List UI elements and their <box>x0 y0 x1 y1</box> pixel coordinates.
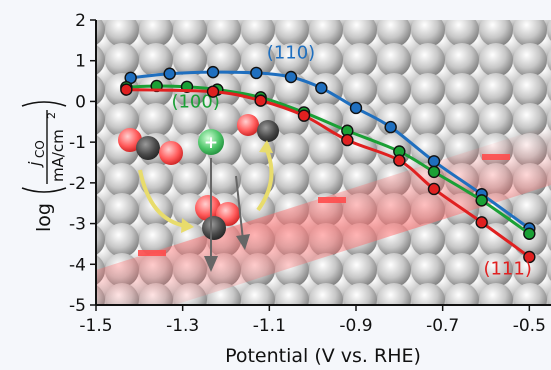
data-point-100 <box>427 165 441 179</box>
data-point-100 <box>475 194 488 207</box>
y-axis-title: log j CO mA/cm 2 <box>21 101 67 232</box>
x-tick-label: -0.5 <box>513 316 546 336</box>
y-axis-title-right-paren <box>21 101 67 107</box>
x-tick-label: -0.9 <box>339 316 372 336</box>
data-point-111 <box>297 109 311 122</box>
y-tick-label: 2 <box>75 11 86 31</box>
data-point-111 <box>523 250 536 264</box>
data-point-111 <box>206 85 220 98</box>
data-point-111 <box>254 94 267 107</box>
data-point-111 <box>393 154 406 167</box>
svg-text:+: + <box>204 133 218 153</box>
y-tick-label: -1 <box>69 133 86 153</box>
y-axis-title-left-paren <box>21 187 67 193</box>
y-tick-label: -3 <box>69 215 86 235</box>
y-tick-label: 0 <box>75 92 86 112</box>
y-tick-label: -4 <box>69 255 86 275</box>
y-tick-label: 1 <box>75 52 86 72</box>
data-point-110 <box>250 66 263 80</box>
plot-background: + (110) (100) (111) <box>96 20 551 305</box>
minus-sign-2 <box>482 154 510 160</box>
data-point-110 <box>427 155 441 168</box>
series-label-110: (110) <box>267 43 315 64</box>
data-point-100 <box>523 227 536 240</box>
minus-sign-3 <box>138 250 166 256</box>
data-point-110 <box>163 67 176 80</box>
y-axis-title-numerator: j <box>25 161 44 168</box>
data-point-111 <box>341 133 354 147</box>
data-point-110 <box>384 120 397 134</box>
data-point-110 <box>315 81 328 95</box>
data-point-110 <box>349 101 363 115</box>
y-axis-title-prefix: log <box>33 203 55 232</box>
x-tick-label: -0.7 <box>426 316 459 336</box>
data-point-110 <box>206 65 220 79</box>
minus-sign-1 <box>318 197 346 203</box>
data-point-111 <box>475 216 488 229</box>
x-axis-title: Potential (V vs. RHE) <box>225 345 421 367</box>
series-label-111: (111) <box>483 258 531 279</box>
y-tick-label: -2 <box>69 174 86 194</box>
x-tick-label: -1.3 <box>166 316 199 336</box>
y-tick-label: -5 <box>69 296 86 316</box>
molecule-illustration: + <box>118 114 279 272</box>
x-tick-label: -1.5 <box>79 316 112 336</box>
data-point-111 <box>427 182 441 196</box>
x-tick-label: -1.1 <box>253 316 286 336</box>
data-point-111 <box>120 83 133 96</box>
data-point-110 <box>284 70 298 84</box>
y-axis-title-numerator-sub: CO <box>33 140 47 158</box>
y-axis-title-denominator: mA/cm <box>49 129 67 182</box>
series-label-100: (100) <box>171 92 219 113</box>
y-axis-title-denominator-sup: 2 <box>45 112 58 119</box>
